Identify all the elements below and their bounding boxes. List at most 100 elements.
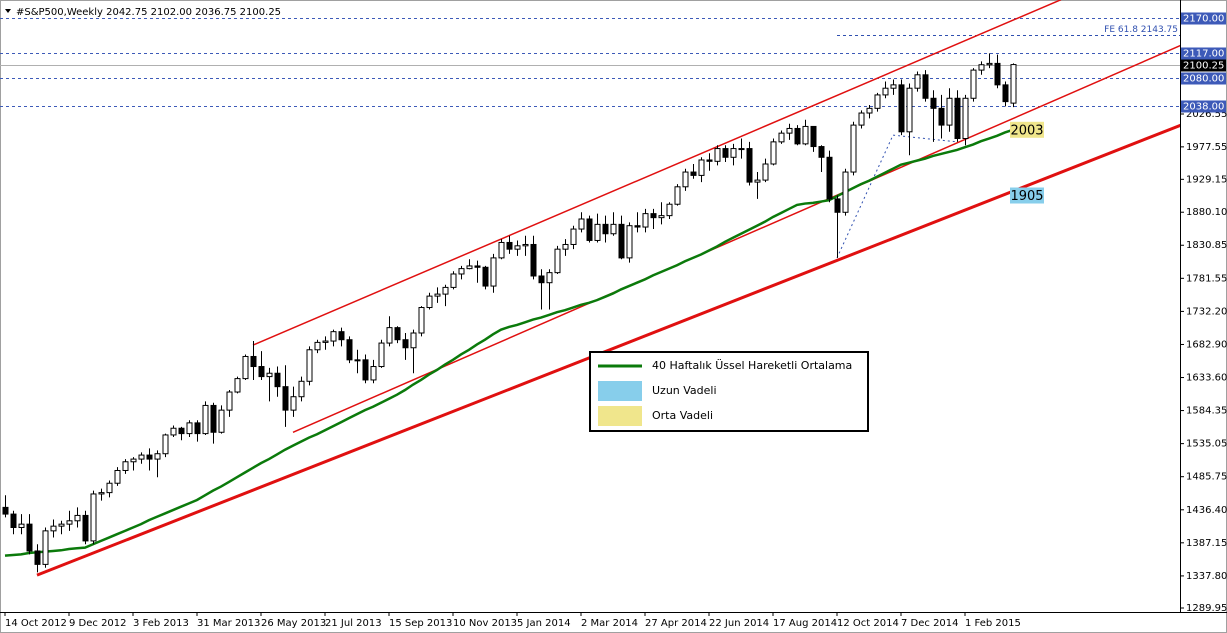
candle-body	[82, 514, 89, 542]
candle-body	[154, 453, 161, 460]
candle-body	[578, 218, 585, 230]
x-tick-label: 3 Feb 2013	[133, 618, 189, 629]
candle-body	[242, 355, 249, 380]
candle-body	[890, 84, 897, 89]
candle-body	[690, 171, 697, 176]
y-tick-label: 1781.55	[1186, 273, 1227, 284]
trend-line	[36, 123, 1180, 577]
candle-body	[778, 132, 785, 143]
y-tick-label: 1732.20	[1186, 306, 1227, 317]
plot-area: 1905 2003	[0, 0, 1180, 577]
candle-body	[786, 127, 793, 134]
level-label: 2117.00	[1183, 49, 1224, 60]
y-tick-label: 1584.35	[1186, 406, 1227, 417]
candle-body	[394, 327, 401, 341]
y-tick-label: 1436.40	[1186, 505, 1227, 516]
trend-line	[252, 0, 1062, 346]
candle-body	[434, 293, 441, 297]
x-tick-label: 9 Dec 2012	[69, 618, 127, 629]
candle-body	[530, 243, 537, 277]
y-tick-label: 1485.75	[1186, 472, 1227, 483]
candle-body	[10, 513, 17, 528]
y-tick-label: 1535.05	[1186, 439, 1227, 450]
candle-body	[458, 268, 465, 275]
candle-body	[618, 223, 625, 259]
candle-body	[194, 422, 201, 435]
candle-body	[906, 87, 913, 133]
candle-body	[186, 422, 193, 435]
level-box	[1181, 72, 1226, 85]
candle-body	[2, 506, 9, 515]
candle-body	[866, 107, 873, 114]
candle-body	[330, 331, 337, 342]
candle-body	[834, 198, 841, 213]
candle-body	[378, 342, 385, 368]
candle-body	[234, 378, 241, 393]
candle-body	[98, 492, 105, 495]
candle-body	[498, 241, 505, 259]
candle-body	[826, 156, 833, 200]
candle-body	[738, 148, 745, 151]
legend-label: Uzun Vadeli	[652, 384, 717, 397]
y-tick-label: 2026.55	[1186, 109, 1227, 120]
candle-body	[810, 125, 817, 148]
candle-body	[170, 427, 177, 436]
x-tick-label: 21 Jul 2013	[325, 618, 382, 629]
x-tick-label: 15 Sep 2013	[389, 618, 452, 629]
candle-body	[258, 366, 265, 378]
candle-body	[938, 107, 945, 126]
chart-title: #S&P500,Weekly 2042.75 2102.00 2036.75 2…	[16, 7, 281, 18]
candle-body	[226, 391, 233, 411]
candle-body	[634, 225, 641, 228]
candle-body	[298, 380, 305, 398]
candle-body	[1010, 64, 1017, 104]
candle-body	[138, 454, 145, 460]
candle-body	[66, 520, 73, 525]
candle-body	[986, 62, 993, 66]
candle-body	[602, 223, 609, 235]
axes: 2026.55 1977.55 1929.15 1880.10 1830.85 1781.…	[4, 12, 1227, 629]
candle-body	[34, 550, 41, 565]
candle-body	[594, 223, 601, 241]
candle-body	[354, 359, 361, 362]
candle-body	[74, 514, 81, 522]
candle-body	[90, 493, 97, 542]
candle-body	[978, 64, 985, 71]
candle-body	[218, 409, 225, 433]
y-tick-label: 1977.55	[1186, 142, 1227, 153]
candle-body	[946, 97, 953, 126]
candle-body	[682, 171, 689, 188]
candle-body	[538, 275, 545, 284]
legend-swatch	[598, 381, 642, 401]
y-tick-label: 1289.95	[1186, 603, 1227, 614]
candle-body	[506, 241, 513, 250]
annotation-label: 2003	[1010, 123, 1043, 138]
candle-body	[130, 458, 137, 463]
menu-arrow[interactable]	[5, 9, 11, 13]
candle-body	[770, 141, 777, 165]
candle-body	[274, 372, 281, 388]
candle-body	[746, 148, 753, 183]
candle-body	[626, 225, 633, 259]
candle-body	[698, 159, 705, 176]
candle-body	[970, 69, 977, 99]
legend-label: Orta Vadeli	[652, 409, 713, 422]
candle-body	[818, 146, 825, 158]
level-label: 2170.00	[1183, 14, 1224, 25]
level-label: 2100.25	[1183, 61, 1224, 72]
candle-body	[266, 372, 273, 378]
candle-body	[658, 215, 665, 219]
candle-body	[722, 148, 729, 158]
y-tick-label: 1387.15	[1186, 538, 1227, 549]
x-tick-label: 2 Mar 2014	[581, 618, 638, 629]
candle-body	[410, 332, 417, 349]
candle-body	[610, 223, 617, 235]
candle-body	[346, 339, 353, 361]
candle-body	[794, 127, 801, 145]
candle-body	[442, 286, 449, 295]
candle-body	[50, 525, 57, 532]
candle-body	[922, 74, 929, 99]
candle-body	[898, 84, 905, 133]
candle-body	[106, 482, 113, 494]
